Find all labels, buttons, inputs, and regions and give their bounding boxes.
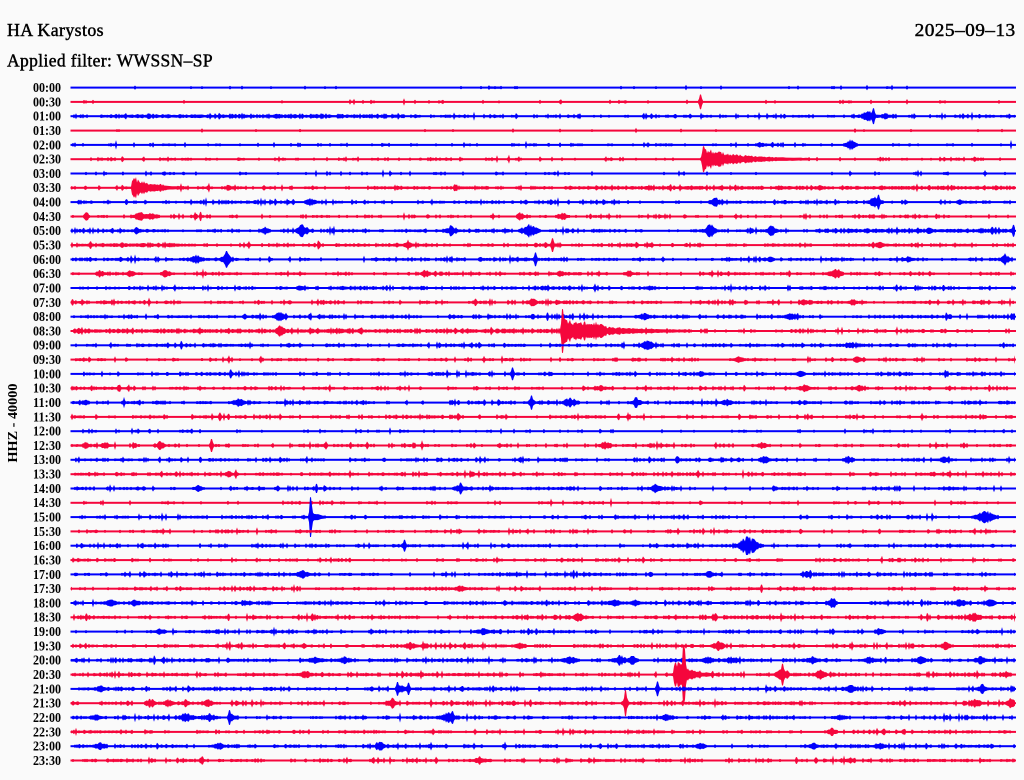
svg-text:13:00: 13:00 (33, 453, 61, 468)
svg-text:04:00: 04:00 (33, 196, 61, 211)
svg-text:16:00: 16:00 (33, 539, 61, 554)
svg-text:2025–09–13: 2025–09–13 (915, 20, 1016, 40)
svg-text:15:00: 15:00 (33, 511, 61, 526)
svg-text:22:00: 22:00 (33, 711, 61, 726)
svg-text:02:30: 02:30 (33, 153, 61, 168)
svg-text:19:00: 19:00 (33, 625, 61, 640)
svg-text:13:30: 13:30 (33, 468, 61, 483)
svg-text:HHZ - 40000: HHZ - 40000 (6, 384, 21, 463)
svg-text:10:00: 10:00 (33, 367, 61, 382)
svg-text:11:00: 11:00 (33, 396, 61, 411)
svg-text:17:30: 17:30 (33, 582, 61, 597)
svg-text:09:00: 09:00 (33, 339, 61, 354)
svg-text:22:30: 22:30 (33, 725, 61, 740)
svg-text:01:00: 01:00 (33, 110, 61, 125)
svg-text:06:30: 06:30 (33, 267, 61, 282)
svg-text:12:00: 12:00 (33, 425, 61, 440)
svg-text:03:00: 03:00 (33, 167, 61, 182)
svg-text:18:30: 18:30 (33, 611, 61, 626)
svg-text:07:00: 07:00 (33, 281, 61, 296)
svg-text:08:30: 08:30 (33, 324, 61, 339)
svg-text:23:30: 23:30 (33, 754, 61, 769)
svg-text:05:00: 05:00 (33, 224, 61, 239)
svg-text:10:30: 10:30 (33, 382, 61, 397)
svg-text:07:30: 07:30 (33, 296, 61, 311)
svg-text:19:30: 19:30 (33, 639, 61, 654)
svg-text:14:30: 14:30 (33, 496, 61, 511)
svg-text:12:30: 12:30 (33, 439, 61, 454)
svg-text:18:00: 18:00 (33, 596, 61, 611)
svg-text:17:00: 17:00 (33, 568, 61, 583)
svg-text:15:30: 15:30 (33, 525, 61, 540)
svg-text:11:30: 11:30 (33, 410, 61, 425)
svg-text:00:00: 00:00 (33, 81, 61, 96)
svg-text:20:30: 20:30 (33, 668, 61, 683)
svg-text:23:00: 23:00 (33, 740, 61, 755)
svg-text:00:30: 00:30 (33, 95, 61, 110)
svg-text:14:00: 14:00 (33, 482, 61, 497)
svg-text:21:00: 21:00 (33, 682, 61, 697)
svg-text:20:00: 20:00 (33, 654, 61, 669)
svg-text:16:30: 16:30 (33, 554, 61, 569)
svg-text:03:30: 03:30 (33, 181, 61, 196)
svg-text:21:30: 21:30 (33, 697, 61, 712)
svg-text:HA Karystos: HA Karystos (7, 20, 104, 40)
svg-text:Applied filter: WWSSN–SP: Applied filter: WWSSN–SP (7, 51, 213, 71)
svg-text:08:00: 08:00 (33, 310, 61, 325)
svg-text:09:30: 09:30 (33, 353, 61, 368)
svg-text:04:30: 04:30 (33, 210, 61, 225)
svg-text:02:00: 02:00 (33, 138, 61, 153)
svg-text:01:30: 01:30 (33, 124, 61, 139)
svg-text:06:00: 06:00 (33, 253, 61, 268)
svg-text:05:30: 05:30 (33, 239, 61, 254)
